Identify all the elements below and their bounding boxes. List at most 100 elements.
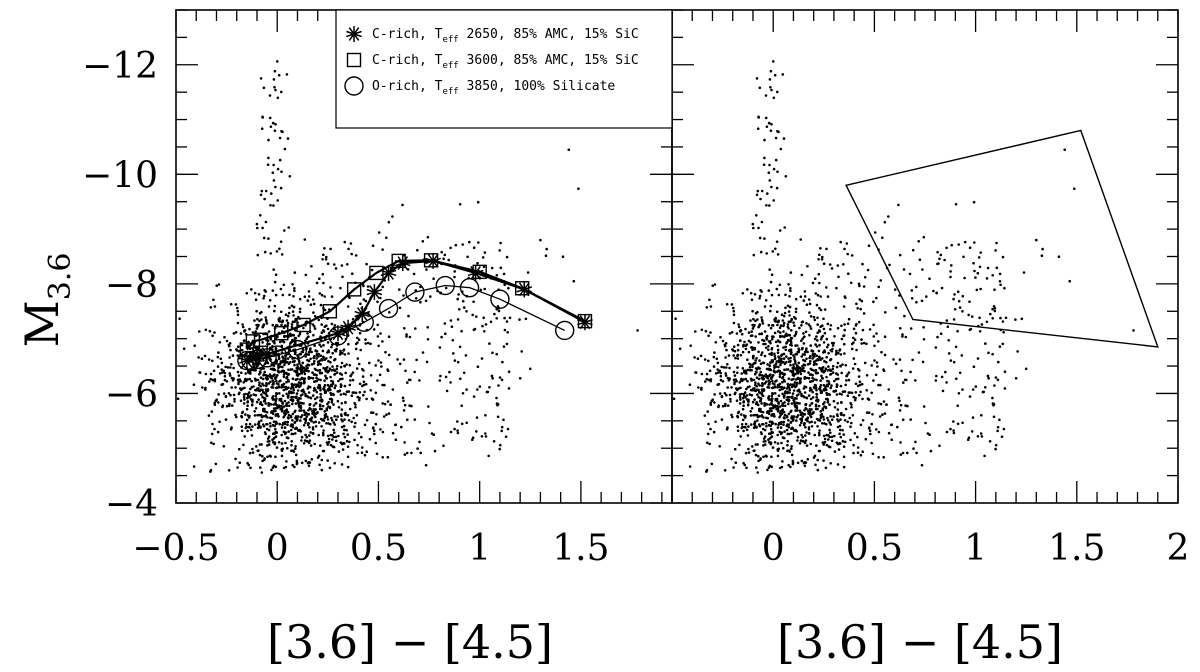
data-point (250, 434, 254, 437)
data-point (304, 459, 308, 463)
data-point (763, 138, 766, 142)
data-point (771, 359, 774, 362)
data-point (811, 353, 815, 356)
square-marker (274, 325, 289, 341)
data-point (274, 435, 278, 438)
data-point (768, 352, 771, 356)
data-point (289, 334, 293, 338)
data-point (734, 387, 738, 390)
data-point (274, 185, 277, 189)
data-point (265, 322, 269, 325)
data-point (758, 324, 761, 327)
data-point (293, 363, 296, 367)
data-point (829, 431, 832, 435)
data-point (458, 345, 462, 349)
data-point (217, 351, 220, 354)
data-point (807, 431, 811, 435)
asterisk-stroke (374, 288, 383, 293)
data-point (807, 371, 810, 374)
data-point (314, 349, 318, 353)
data-point (821, 422, 824, 425)
data-point (330, 322, 334, 326)
data-point (764, 373, 768, 376)
data-point (332, 428, 336, 432)
data-point (952, 431, 956, 435)
data-point (267, 382, 271, 385)
data-point (520, 350, 523, 353)
data-point (285, 403, 288, 407)
data-point (756, 310, 759, 314)
data-point (733, 392, 737, 396)
data-point (908, 272, 912, 276)
data-point (491, 351, 494, 355)
data-point (291, 412, 295, 416)
data-point (829, 423, 832, 426)
data-point (823, 369, 827, 373)
data-point (332, 435, 336, 439)
square-marker (346, 282, 362, 297)
data-point (957, 392, 961, 395)
data-point (284, 441, 287, 445)
data-point (490, 374, 494, 378)
data-point (819, 410, 822, 413)
x-axis-title-left: [3.6] − [4.5] (267, 615, 553, 669)
data-point (293, 287, 296, 290)
data-point (285, 376, 288, 380)
data-point (797, 388, 801, 392)
data-point (340, 264, 344, 267)
data-point (860, 338, 863, 341)
data-point (768, 78, 772, 81)
data-point (273, 368, 277, 372)
data-point (415, 358, 418, 362)
data-point (278, 422, 282, 426)
data-point (476, 200, 480, 204)
data-point (238, 461, 242, 465)
asterisk-stroke (361, 313, 368, 321)
data-point (371, 244, 375, 247)
data-point (715, 357, 719, 361)
data-point (784, 175, 788, 178)
data-point (765, 367, 769, 371)
data-point (394, 438, 398, 442)
asterisk-stroke (388, 269, 397, 274)
data-point (760, 290, 763, 293)
data-point (1003, 286, 1006, 290)
data-point (732, 370, 736, 374)
data-point (799, 372, 803, 376)
data-point (332, 403, 335, 406)
data-point (307, 413, 310, 416)
data-point (873, 359, 876, 362)
data-point (265, 382, 268, 385)
data-point (518, 318, 521, 321)
data-point (842, 455, 846, 459)
data-point (503, 328, 507, 332)
data-point (764, 116, 768, 120)
data-point (863, 276, 867, 279)
data-point (315, 396, 319, 399)
data-point (310, 458, 314, 461)
data-point (271, 412, 275, 416)
data-point (460, 422, 464, 426)
asterisk-stroke (475, 272, 484, 277)
data-point (961, 310, 964, 313)
data-point (850, 391, 854, 395)
data-point (753, 398, 756, 401)
data-point (869, 432, 872, 436)
data-point (825, 355, 828, 359)
data-point (724, 402, 727, 406)
data-point (242, 339, 246, 343)
data-point (769, 304, 773, 308)
data-point (814, 343, 817, 346)
data-point (817, 349, 821, 353)
data-point (757, 341, 760, 344)
data-point (237, 374, 241, 377)
data-point (402, 399, 405, 403)
data-point (284, 385, 288, 389)
data-point (759, 362, 763, 366)
data-point (283, 414, 287, 417)
data-point (486, 390, 490, 394)
data-point (899, 453, 903, 456)
data-point (759, 250, 763, 254)
data-point (544, 254, 548, 257)
data-point (283, 363, 286, 367)
